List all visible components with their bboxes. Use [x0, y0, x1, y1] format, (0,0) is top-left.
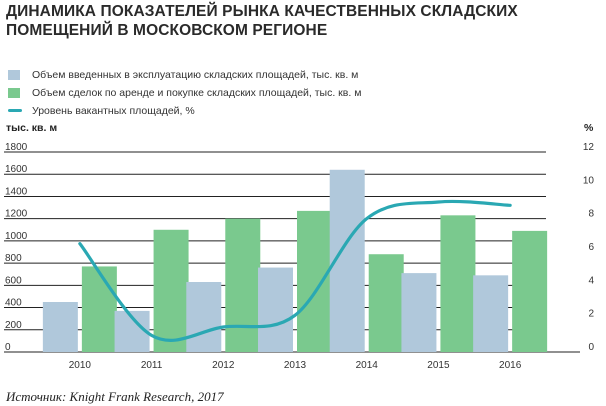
legend-label-vacancy: Уровень вакантных площадей, % [32, 105, 195, 117]
y-left-tick-label: 1800 [5, 142, 28, 153]
y-left-tick-label: 400 [5, 298, 22, 309]
legend-item-commissioned: Объем введенных в эксплуатацию складских… [8, 66, 361, 84]
bar-deals [225, 218, 261, 352]
chart-title: ДИНАМИКА ПОКАЗАТЕЛЕЙ РЫНКА КАЧЕСТВЕННЫХ … [6, 3, 518, 39]
legend-label-commissioned: Объем введенных в эксплуатацию складских… [32, 69, 359, 81]
y-right-tick-label: 12 [583, 142, 595, 153]
y-right-tick-label: 10 [583, 175, 595, 186]
legend-swatch-vacancy [8, 109, 22, 112]
x-tick-label: 2016 [499, 360, 522, 371]
source-note: Источник: Knight Frank Research, 2017 [6, 389, 224, 404]
y-left-tick-label: 800 [5, 253, 22, 264]
y-right-tick-label: 4 [588, 275, 594, 286]
bar-commissioned [401, 273, 437, 352]
x-tick-label: 2014 [356, 360, 379, 371]
bar-commissioned [186, 282, 222, 352]
y-left-tick-label: 1600 [5, 164, 28, 175]
legend-item-vacancy: Уровень вакантных площадей, % [8, 102, 361, 120]
bar-deals [368, 254, 404, 352]
y-left-tick-label: 600 [5, 275, 22, 286]
legend-swatch-commissioned [8, 70, 20, 80]
y-right-tick-label: 0 [588, 342, 594, 353]
x-tick-label: 2011 [141, 360, 163, 371]
y-axis-left-label: тыс. кв. м [6, 122, 58, 134]
x-tick-label: 2010 [69, 360, 92, 371]
y-right-tick-label: 2 [588, 309, 594, 320]
bar-deals [153, 229, 189, 352]
legend-swatch-deals [8, 88, 20, 98]
legend-label-deals: Объем сделок по аренде и покупке складск… [32, 87, 362, 99]
y-right-tick-label: 6 [588, 242, 594, 253]
y-left-tick-label: 200 [5, 320, 22, 331]
y-left-tick-label: 1000 [5, 231, 28, 242]
bar-deals [440, 215, 476, 352]
bar-commissioned [258, 267, 293, 352]
bar-deals [512, 230, 548, 352]
y-left-tick-label: 1200 [5, 209, 28, 220]
vacancy-line [78, 199, 512, 342]
bar-deals [297, 210, 332, 352]
legend-item-deals: Объем сделок по аренде и покупке складск… [8, 84, 361, 102]
bar-commissioned [473, 275, 509, 352]
legend: Объем введенных в эксплуатацию складских… [8, 66, 361, 120]
y-axis-right-label: % [584, 122, 594, 134]
x-tick-label: 2013 [284, 360, 307, 371]
x-tick-label: 2015 [427, 360, 450, 371]
x-tick-label: 2012 [212, 360, 235, 371]
y-right-tick-label: 8 [588, 209, 594, 220]
y-left-tick-label: 1400 [5, 186, 28, 197]
bar-deals [81, 266, 117, 352]
y-left-tick-label: 0 [5, 342, 11, 353]
bar-commissioned [42, 302, 78, 352]
